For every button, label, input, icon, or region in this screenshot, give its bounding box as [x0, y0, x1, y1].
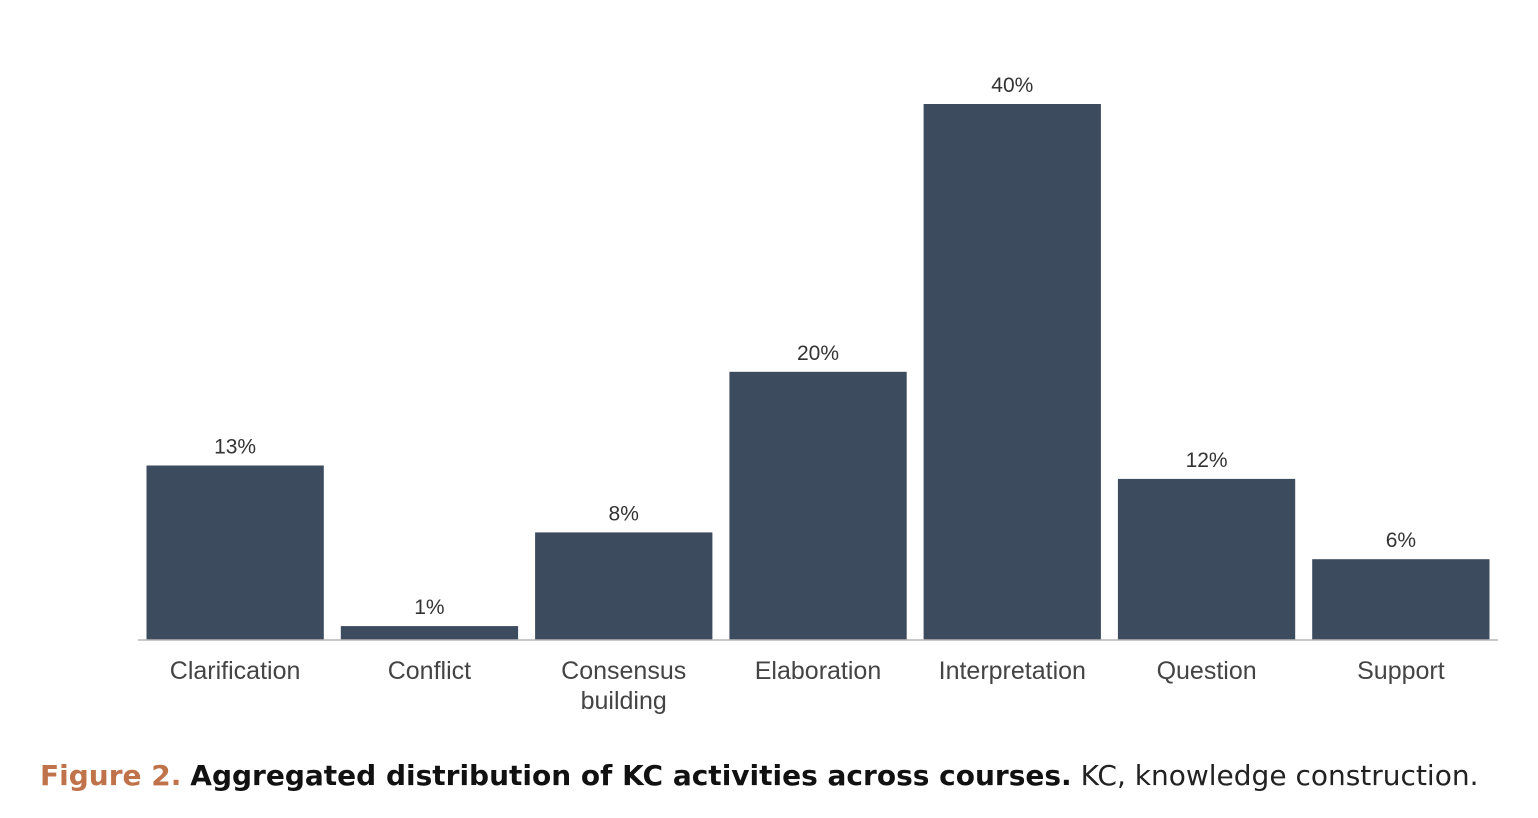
category-label-line: Conflict [388, 657, 471, 685]
category-label: Conflict [388, 657, 471, 685]
category-label-line: Question [1157, 657, 1257, 685]
category-label: Interpretation [939, 657, 1086, 685]
category-label-line: building [581, 687, 667, 715]
bar-chart: 13% 1% 8% 20% 40% 12% 6% Clarification Conflict… [138, 74, 1498, 715]
category-label: Elaboration [755, 657, 881, 685]
bar [729, 371, 907, 640]
bar-value-label: 1% [414, 596, 444, 619]
bar-value-label: 12% [1186, 449, 1228, 472]
category-labels-group: Clarification Conflict Consensus building El… [170, 657, 1445, 715]
bar-value-label: 6% [1386, 529, 1416, 552]
bars-group [146, 104, 1490, 640]
bar [340, 626, 519, 640]
category-label-line: Interpretation [939, 657, 1086, 685]
category-label-line: Elaboration [755, 657, 881, 685]
category-label-line: Clarification [170, 657, 301, 685]
bar-value-label: 20% [797, 342, 839, 365]
bar [923, 104, 1101, 640]
figure-title: Aggregated distribution of KC activities… [190, 759, 1072, 792]
figure-caption: Figure 2. Aggregated distribution of KC … [40, 757, 1478, 795]
category-label-line: Consensus [561, 657, 686, 685]
bar-value-label: 8% [609, 502, 639, 525]
bar [1117, 478, 1296, 640]
figure-caption-text: KC, knowledge construction. [1080, 759, 1479, 792]
bar-value-label: 40% [991, 74, 1033, 97]
figure-label: Figure 2. [40, 759, 182, 792]
bar [1312, 559, 1490, 640]
category-label: Consensus building [561, 657, 686, 715]
bar-value-label: 13% [214, 436, 256, 459]
bar [535, 532, 713, 640]
category-label: Question [1157, 657, 1257, 685]
value-labels-group: 13% 1% 8% 20% 40% 12% 6% [214, 74, 1416, 619]
bar [146, 465, 324, 640]
category-label: Clarification [170, 657, 301, 685]
category-label-line: Support [1357, 657, 1445, 685]
category-label: Support [1357, 657, 1445, 685]
